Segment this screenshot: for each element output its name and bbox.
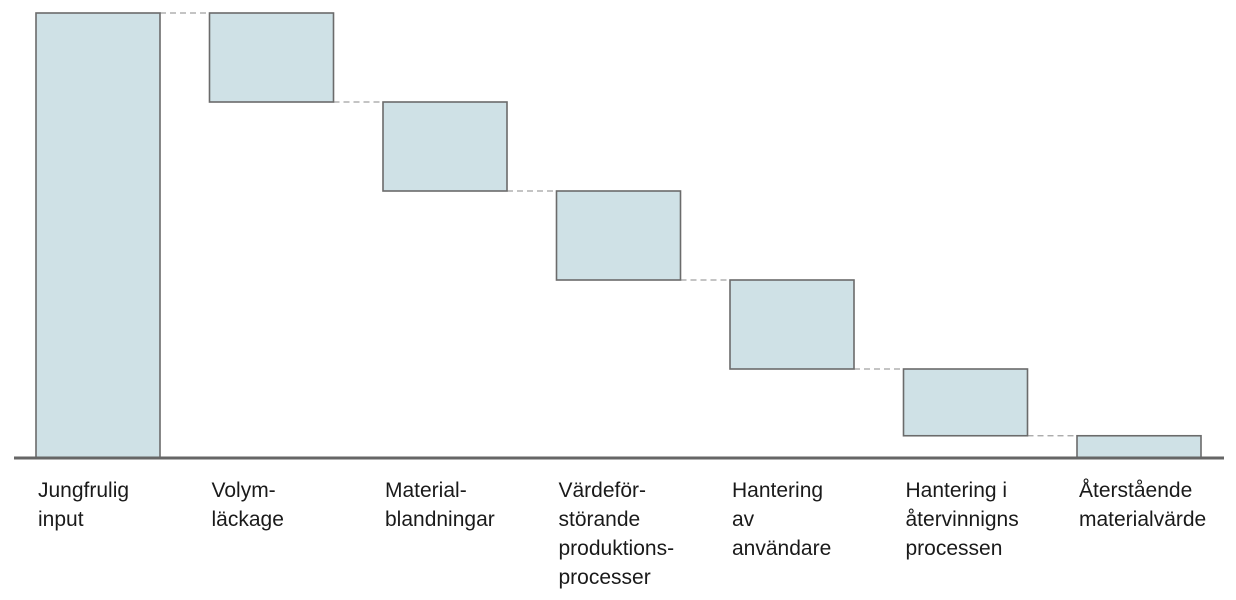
category-label-line: input	[38, 508, 84, 531]
category-label: Återstående materialvärde	[1079, 479, 1206, 531]
waterfall-bar	[555, 190, 682, 281]
category-label: Material-blandningar	[385, 479, 495, 531]
waterfall-bar	[902, 368, 1029, 437]
category-label-line: Jungfrulig	[38, 479, 129, 502]
waterfall-bar	[729, 279, 855, 370]
category-label-line: Återstående	[1079, 479, 1192, 502]
category-label-line: materialvärde	[1079, 508, 1206, 531]
category-label-line: Material-	[385, 479, 467, 502]
category-label-line: processen	[906, 537, 1003, 560]
category-label-line: blandningar	[385, 508, 495, 531]
waterfall-bar	[35, 12, 161, 459]
waterfall-bar	[1076, 434, 1202, 459]
category-label-line: Värdeför-	[559, 479, 647, 502]
category-label: Volym-läckage	[212, 479, 284, 531]
category-label-line: återvinnigns	[906, 508, 1019, 531]
category-label-line: läckage	[212, 508, 284, 531]
category-label: Hantering i återvinnigns processen	[906, 479, 1019, 560]
waterfall-bar	[382, 101, 508, 192]
category-label: Jungfrulig input	[38, 479, 129, 531]
category-label-line: Volym-	[212, 479, 276, 502]
category-label-line: användare	[732, 537, 831, 560]
category-label-line: Hantering	[732, 479, 823, 502]
bar-group	[35, 12, 1202, 459]
category-label-line: av	[732, 508, 755, 531]
connector-lines	[160, 12, 1077, 437]
category-label-line: produktions-	[559, 537, 675, 560]
category-label-line: störande	[559, 508, 641, 531]
waterfall-bar	[208, 12, 335, 103]
category-label-line: processer	[559, 566, 651, 589]
category-label: Värdeför-störande produktions-processer	[559, 479, 675, 589]
category-label: Hantering av användare	[732, 479, 831, 560]
category-label-line: Hantering i	[906, 479, 1008, 502]
category-labels: Jungfrulig input Volym-läckage Material-bla…	[38, 479, 1206, 589]
